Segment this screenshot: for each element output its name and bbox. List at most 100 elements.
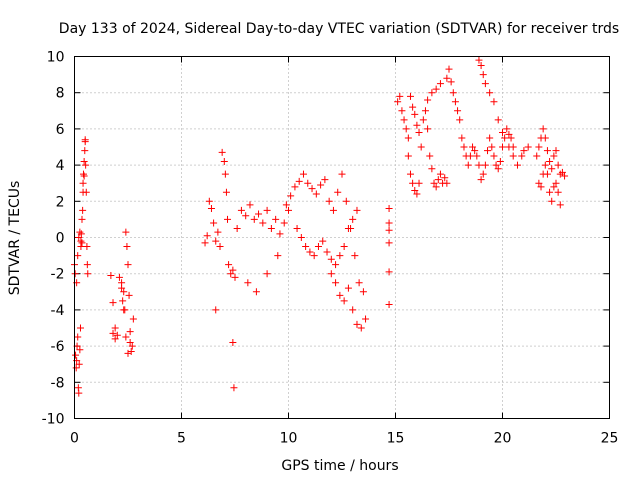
data-point-marker [409, 179, 417, 187]
data-point-marker [475, 56, 483, 64]
data-point-marker [122, 333, 130, 341]
data-point-marker [394, 98, 402, 106]
data-point-marker [494, 165, 502, 173]
data-point-marker [225, 261, 233, 269]
data-point-marker [543, 147, 551, 155]
data-point-marker [302, 243, 310, 251]
data-point-marker [411, 186, 419, 194]
data-point-marker [535, 143, 543, 151]
data-point-marker [115, 273, 123, 281]
data-point-marker [558, 168, 566, 176]
data-point-marker [541, 161, 549, 169]
data-point-marker [201, 239, 209, 247]
data-point-marker [428, 89, 436, 97]
data-point-marker [242, 212, 250, 220]
data-point-marker [518, 152, 526, 160]
data-point-marker [218, 148, 226, 156]
data-point-marker [214, 228, 222, 236]
data-point-marker [229, 338, 237, 346]
data-point-marker [509, 152, 517, 160]
data-point-marker [406, 92, 414, 100]
data-point-marker [329, 206, 337, 214]
data-point-marker [263, 270, 271, 278]
data-point-marker [351, 252, 359, 260]
data-point-marker [479, 71, 487, 79]
data-point-marker [109, 329, 117, 337]
data-point-marker [469, 143, 477, 151]
data-point-marker [349, 215, 357, 223]
data-point-marker [332, 279, 340, 287]
data-point-marker [421, 107, 429, 115]
data-point-marker [484, 147, 492, 155]
data-point-marker [126, 328, 134, 336]
data-point-marker [120, 288, 128, 296]
data-point-marker [83, 243, 91, 251]
data-point-marker [460, 143, 468, 151]
data-point-marker [385, 239, 393, 247]
data-point-marker [129, 315, 137, 323]
data-point-marker [535, 179, 543, 187]
y-tick-label: -6 [51, 339, 65, 355]
data-point-marker [430, 179, 438, 187]
data-point-marker [501, 134, 509, 142]
data-point-marker [426, 152, 434, 160]
data-point-marker [424, 125, 432, 133]
data-point-marker [499, 143, 506, 151]
data-point-marker [81, 147, 89, 155]
y-tick-labels: -10 -8 -6 -4 -2 0 2 4 6 8 10 [42, 50, 65, 428]
data-point-marker [458, 134, 466, 142]
data-point-marker [227, 270, 235, 278]
data-point-marker [550, 152, 558, 160]
data-point-marker [473, 152, 481, 160]
data-point-marker [334, 188, 342, 196]
data-point-marker [336, 291, 344, 299]
data-point-marker [71, 270, 79, 278]
data-point-marker [332, 261, 340, 269]
data-point-marker [230, 384, 238, 392]
data-point-marker [76, 324, 84, 332]
data-point-marker [203, 232, 211, 240]
data-point-marker [406, 170, 414, 178]
y-tick-label: 0 [56, 231, 65, 247]
data-point-marker [75, 360, 83, 368]
data-point-marker [499, 129, 506, 137]
data-point-marker [312, 190, 320, 198]
data-point-marker [125, 291, 133, 299]
y-axis-title: SDTVAR / TECUs [7, 181, 23, 296]
data-point-marker [124, 349, 132, 357]
y-tick-label: 4 [56, 158, 65, 174]
data-point-marker [466, 152, 474, 160]
data-point-marker [537, 183, 545, 191]
data-point-marker [419, 116, 427, 124]
data-point-marker [124, 261, 132, 269]
data-point-marker [336, 252, 344, 260]
data-point-marker [475, 161, 483, 169]
data-point-marker [76, 346, 84, 354]
data-point-marker [456, 116, 464, 124]
data-point-marker [250, 215, 258, 223]
data-point-marker [449, 89, 457, 97]
data-point-marker [246, 201, 254, 209]
data-point-marker [479, 170, 487, 178]
x-tick-label: 5 [177, 431, 186, 447]
data-point-marker [216, 243, 224, 251]
data-point-marker [402, 125, 410, 133]
data-point-marker [319, 237, 327, 245]
data-point-marker [552, 179, 560, 187]
data-point-marker [255, 210, 263, 218]
data-point-marker [272, 215, 280, 223]
data-point-marker [122, 228, 130, 236]
data-point-marker [443, 74, 451, 82]
x-tick-labels: 0 5 10 15 20 25 [70, 431, 618, 447]
data-point-marker [385, 219, 393, 227]
data-point-marker [507, 134, 515, 142]
data-point-marker [323, 248, 331, 256]
data-point-marker [524, 143, 532, 151]
data-point-marker [451, 98, 459, 106]
x-axis-title: GPS time / hours [281, 458, 398, 474]
data-point-marker [295, 177, 303, 185]
data-point-marker [385, 205, 393, 213]
y-tick-label: -2 [51, 267, 65, 283]
data-point-marker [400, 116, 408, 124]
data-point-marker [428, 165, 436, 173]
